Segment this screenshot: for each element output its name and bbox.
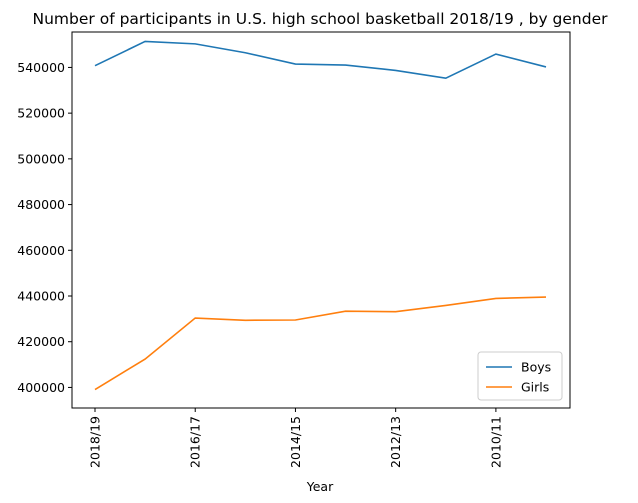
series-line-boys <box>94 40 547 80</box>
x-axis-label: Year <box>306 479 334 494</box>
y-axis: 400000 420000 440000 460000 480000 500000 5200… <box>17 60 72 395</box>
y-tick-label: 460000 <box>17 243 65 258</box>
x-tick-label: 2010/11 <box>488 416 503 468</box>
x-tick-label: 2018/19 <box>88 416 103 468</box>
x-axis: 2018/19 2016/17 2014/15 2012/13 2010/11 <box>88 408 503 468</box>
y-tick-label: 480000 <box>17 197 65 212</box>
legend-box <box>477 351 563 401</box>
legend: Boys Girls <box>477 351 563 401</box>
x-tick-label: 2016/17 <box>188 416 203 468</box>
plot-lines <box>94 40 547 391</box>
series-line-girls <box>94 296 547 391</box>
x-tick-label: 2012/13 <box>388 416 403 468</box>
y-tick-label: 400000 <box>17 380 65 395</box>
plot-frame <box>71 31 571 409</box>
legend-label-boys: Boys <box>521 360 551 375</box>
x-tick-label: 2014/15 <box>288 416 303 468</box>
y-tick-label: 500000 <box>17 151 65 166</box>
y-tick-label: 520000 <box>17 106 65 121</box>
y-tick-label: 420000 <box>17 334 65 349</box>
legend-label-girls: Girls <box>521 380 549 395</box>
chart-title: Number of participants in U.S. high scho… <box>33 10 609 28</box>
y-tick-label: 540000 <box>17 60 65 75</box>
y-tick-label: 440000 <box>17 289 65 304</box>
